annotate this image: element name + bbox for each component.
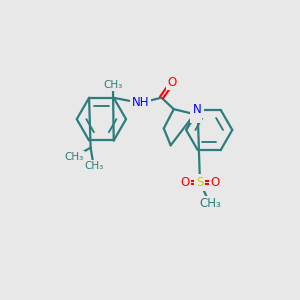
Text: O: O [211,176,220,189]
Text: CH₃: CH₃ [84,161,103,171]
Text: S: S [196,176,204,189]
Text: CH₃: CH₃ [199,197,221,210]
Text: O: O [191,108,201,121]
Text: O: O [180,176,189,189]
Text: CH₃: CH₃ [65,152,84,162]
Text: N: N [193,103,202,116]
Text: NH: NH [132,97,149,110]
Text: O: O [168,76,177,89]
Text: CH₃: CH₃ [103,80,123,89]
